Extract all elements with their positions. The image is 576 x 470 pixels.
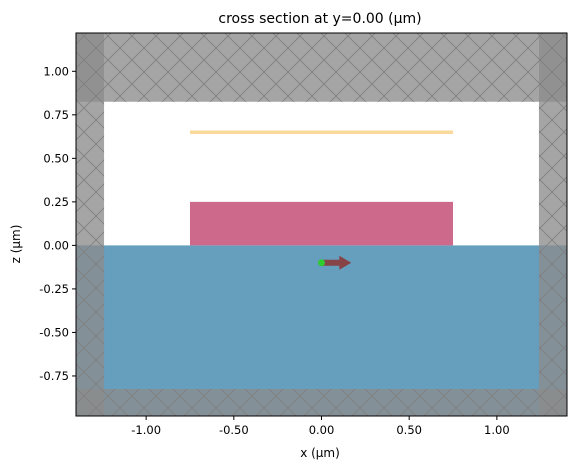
y-axis-label: z (µm) — [9, 225, 23, 264]
y-tick-label: 0.75 — [43, 108, 69, 122]
x-tick-label: -0.50 — [219, 423, 249, 437]
chart-title: cross section at y=0.00 (µm) — [218, 11, 421, 27]
source-marker — [318, 259, 325, 267]
waveguide-rect — [189, 201, 454, 246]
y-tick-label: 0.50 — [43, 151, 69, 165]
y-tick-label: -0.75 — [39, 369, 69, 383]
pml-bottom — [76, 389, 567, 416]
y-tick-label: -0.25 — [39, 282, 69, 296]
substrate-rect — [76, 245, 567, 416]
y-tick-label: 0.00 — [43, 238, 69, 252]
y-tick-label: 0.25 — [43, 195, 69, 209]
pml-left — [76, 33, 105, 416]
y-axis-ticks: 1.00 0.75 0.50 0.25 0.00 -0.25 -0.50 -0.75 — [39, 64, 76, 383]
monitor-rect — [189, 130, 454, 134]
x-tick-label: 0.50 — [396, 423, 422, 437]
y-tick-label: 1.00 — [43, 64, 69, 78]
x-axis-label: x (µm) — [300, 446, 340, 460]
plot-area — [76, 33, 567, 416]
pml-top — [76, 33, 567, 102]
x-tick-label: 0.00 — [309, 423, 335, 437]
x-tick-label: -1.00 — [131, 423, 161, 437]
y-tick-label: -0.50 — [39, 325, 69, 339]
structures-layer — [76, 130, 567, 416]
x-tick-label: 1.00 — [484, 423, 510, 437]
markers-layer — [318, 255, 352, 270]
pml-right — [538, 33, 567, 416]
x-axis-ticks: -1.00 -0.50 0.00 0.50 1.00 — [131, 416, 510, 437]
source-direction-arrow — [321, 255, 352, 270]
pml-layer — [76, 33, 567, 416]
